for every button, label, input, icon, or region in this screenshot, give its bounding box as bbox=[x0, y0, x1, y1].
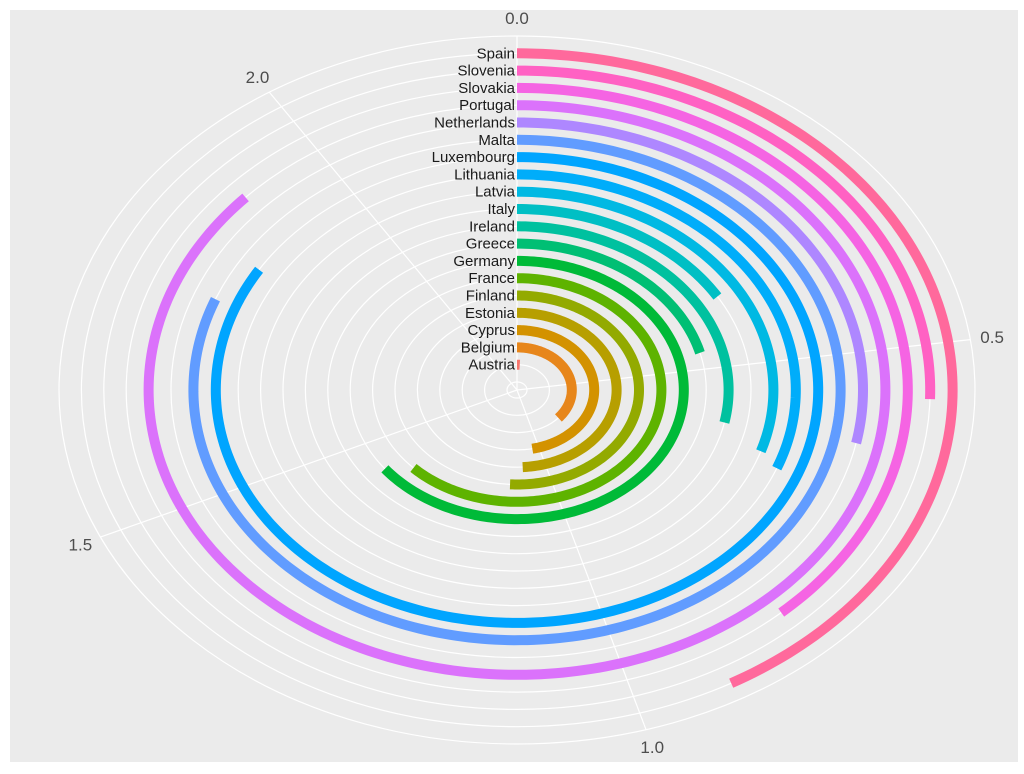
category-label: Portugal bbox=[459, 97, 515, 114]
category-label: Latvia bbox=[475, 184, 516, 201]
tick-label: 1.5 bbox=[69, 536, 93, 555]
category-label: Spain bbox=[477, 45, 515, 62]
category-label: Greece bbox=[466, 236, 515, 253]
tick-label: 1.0 bbox=[640, 738, 664, 757]
category-label: Luxembourg bbox=[432, 149, 515, 166]
category-label: Italy bbox=[487, 201, 515, 218]
category-label: Ireland bbox=[469, 218, 515, 235]
tick-label: 2.0 bbox=[246, 68, 270, 87]
category-label: Slovenia bbox=[457, 63, 515, 80]
category-label: France bbox=[468, 270, 515, 287]
category-label: Slovakia bbox=[458, 80, 515, 97]
category-label: Lithuania bbox=[454, 166, 516, 183]
category-label: Austria bbox=[468, 357, 515, 374]
category-label: Malta bbox=[478, 132, 515, 149]
category-label: Germany bbox=[453, 253, 515, 270]
category-label: Estonia bbox=[465, 305, 516, 322]
category-label: Cyprus bbox=[467, 322, 515, 339]
category-label: Netherlands bbox=[434, 115, 515, 132]
tick-label: 0.0 bbox=[505, 9, 529, 28]
category-label: Belgium bbox=[461, 339, 515, 356]
category-label: Finland bbox=[466, 288, 515, 305]
tick-label: 0.5 bbox=[980, 328, 1004, 347]
